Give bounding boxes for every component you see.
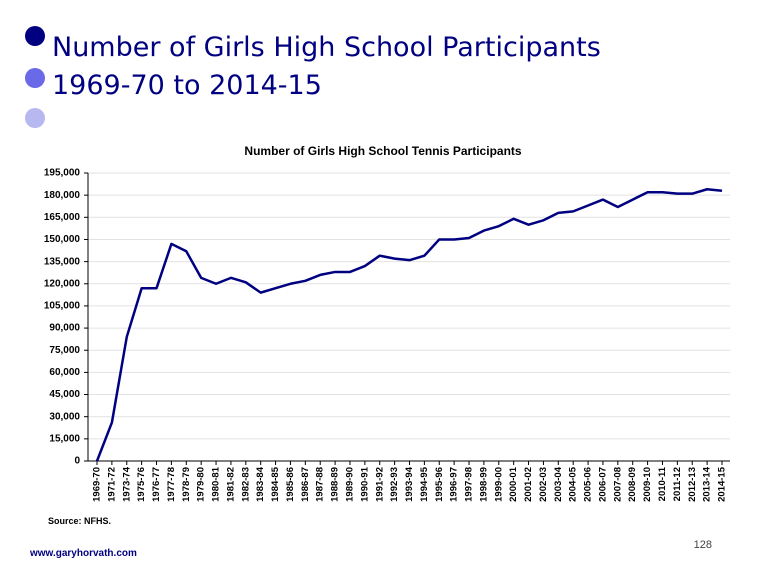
- x-tick-label: 1983-84: [255, 466, 266, 502]
- x-tick-label: 1986-87: [300, 467, 311, 502]
- slide-title: Number of Girls High School Participants: [52, 32, 601, 63]
- x-tick-label: 1991-92: [374, 467, 385, 502]
- x-tick-label: 1995-96: [434, 467, 445, 502]
- x-tick-label: 2012-13: [687, 467, 698, 502]
- x-tick-label: 1980-81: [211, 466, 222, 502]
- y-tick-label: 165,000: [44, 212, 81, 223]
- x-tick-label: 1976-77: [151, 467, 162, 502]
- y-tick-label: 60,000: [49, 367, 80, 378]
- plot: 0 15,000 30,000 45,000 60,000 75,000 90,000 105…: [44, 168, 730, 502]
- x-tick-label: 2008-09: [627, 467, 638, 502]
- x-tick-label: 1987-88: [315, 467, 326, 502]
- x-tick-label: 2007-08: [612, 467, 623, 502]
- x-tick-label: 2003-04: [553, 466, 564, 502]
- x-tick-label: 1969-70: [92, 467, 103, 502]
- x-tick-label: 2004-05: [568, 466, 579, 502]
- x-tick-label: 1998-99: [478, 467, 489, 502]
- x-tick-label: 2002-03: [538, 467, 549, 502]
- page-number: 128: [694, 539, 712, 551]
- x-tick-label: 1999-00: [493, 467, 504, 502]
- x-tick-label: 1982-83: [240, 467, 251, 502]
- y-tick-label: 0: [74, 456, 80, 467]
- y-tick-label: 105,000: [44, 301, 81, 312]
- x-tick-label: 2000-01: [508, 466, 519, 502]
- x-tick-label: 2011-12: [672, 467, 683, 501]
- x-tick-label: 1997-98: [464, 467, 475, 502]
- x-tick-label: 1977-78: [166, 467, 177, 502]
- x-tick-label: 1973-74: [121, 466, 132, 502]
- x-tick-label: 2014-15: [717, 466, 728, 502]
- x-tick-label: 1992-93: [389, 467, 400, 502]
- bullet: [25, 26, 45, 46]
- y-tick-label: 120,000: [44, 278, 81, 289]
- x-tick-label: 1989-90: [344, 467, 355, 502]
- chart-title: Number of Girls High School Tennis Parti…: [244, 144, 521, 158]
- x-tick-label: 2005-06: [583, 467, 594, 502]
- x-tick-label: 2006-07: [597, 467, 608, 502]
- y-tick-label: 30,000: [49, 411, 80, 422]
- x-tick-label: 2001-02: [523, 467, 534, 502]
- x-tick-label: 1979-80: [196, 467, 207, 502]
- x-tick-label: 1994-95: [419, 466, 430, 502]
- x-tick-label: 1978-79: [181, 467, 192, 502]
- bullet: [25, 108, 45, 128]
- y-tick-label: 180,000: [44, 190, 81, 201]
- x-tick-label: 1990-91: [359, 466, 370, 502]
- y-tick-label: 195,000: [44, 168, 81, 179]
- y-tick-label: 45,000: [49, 389, 80, 400]
- x-tick-label: 1996-97: [449, 467, 460, 502]
- x-tick-label: 1975-76: [136, 467, 147, 502]
- x-tick-label: 1988-89: [330, 467, 341, 502]
- x-tick-label: 1981-82: [225, 467, 236, 502]
- x-tick-label: 2009-10: [642, 467, 653, 502]
- y-tick-label: 75,000: [49, 345, 80, 356]
- x-tick-label: 1993-94: [404, 466, 415, 502]
- x-tick-label: 1985-86: [285, 467, 296, 502]
- y-tick-label: 15,000: [49, 433, 80, 444]
- slide-subtitle: 1969-70 to 2014-15: [52, 70, 322, 101]
- x-tick-label: 2013-14: [702, 466, 713, 502]
- x-tick-label: 1971-72: [106, 467, 117, 502]
- website: www.garyhorvath.com: [29, 548, 137, 559]
- y-tick-label: 90,000: [49, 323, 80, 334]
- bullet: [25, 68, 45, 88]
- line: [95, 187, 723, 462]
- y-tick-label: 135,000: [44, 256, 81, 267]
- source: Source: NFHS.: [48, 516, 111, 526]
- y-tick-label: 150,000: [44, 234, 81, 245]
- x-tick-label: 2010-11: [657, 466, 668, 501]
- x-tick-label: 1984-85: [270, 466, 281, 502]
